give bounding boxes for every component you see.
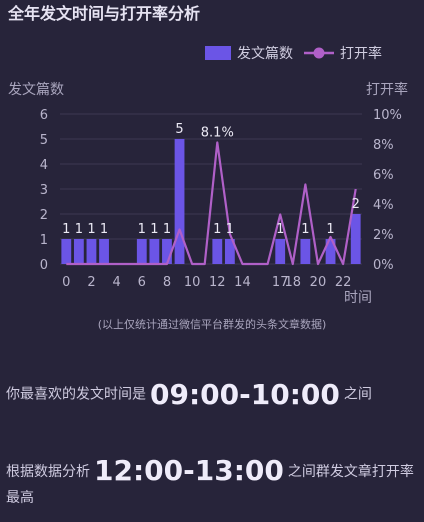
best-time-suffix: 之间群发文章打开率最高	[6, 464, 414, 506]
y-left-tick-label: 0	[40, 258, 48, 273]
y-right-tick-label: 8%	[373, 138, 394, 153]
x-tick-label: 10	[184, 275, 201, 290]
data-label: 1	[276, 222, 284, 237]
data-label: 1	[138, 222, 146, 237]
page-title: 全年发文时间与打开率分析	[8, 4, 201, 23]
x-tick-label: 17	[272, 275, 289, 290]
bar	[174, 139, 185, 264]
favorite-time-value: 09:00-10:00	[150, 378, 340, 411]
bar	[99, 239, 109, 264]
y-left-tick-label: 6	[40, 108, 48, 123]
y-left-tick-label: 2	[40, 208, 48, 223]
bar	[300, 239, 311, 264]
best-time-prefix: 根据数据分析	[6, 464, 90, 480]
x-tick-label: 22	[335, 275, 352, 290]
data-label: 1	[163, 222, 171, 237]
x-tick-label: 6	[138, 275, 146, 290]
y-left-title: 发文篇数	[8, 82, 64, 98]
x-tick-label: 12	[209, 275, 226, 290]
favorite-time-prefix: 你最喜欢的发文时间是	[6, 386, 146, 403]
x-tick-label: 20	[310, 275, 327, 290]
data-label: 2	[352, 197, 360, 212]
y-right-tick-label: 0%	[373, 258, 394, 273]
legend-bar-label: 发文篇数	[237, 46, 293, 62]
legend-line-marker	[313, 47, 325, 59]
x-tick-label: 14	[234, 275, 251, 290]
x-tick-label: 18	[285, 275, 302, 290]
y-left-tick-label: 5	[40, 133, 48, 148]
bar	[73, 239, 84, 264]
x-tick-label: 8	[163, 275, 171, 290]
data-label: 1	[213, 222, 221, 237]
data-label: 5	[175, 122, 183, 137]
bar	[136, 239, 147, 264]
chart: 发文篇数 打开率 发文篇数 打开率 时间 1 1 1 1 1 1 15 8.1%1 1 1 1 12 …	[8, 45, 408, 306]
data-label: 1	[301, 222, 309, 237]
y-right-tick-label: 6%	[373, 168, 394, 183]
y-right-title: 打开率	[366, 81, 408, 98]
bar	[212, 239, 223, 264]
bar	[275, 239, 286, 264]
x-axis-title: 时间	[344, 290, 372, 306]
data-label: 1	[226, 222, 234, 237]
legend-bar-swatch	[205, 46, 231, 60]
bar	[224, 239, 235, 264]
open-rate-line	[66, 141, 357, 266]
data-label: 1	[326, 222, 334, 237]
bar	[325, 239, 336, 264]
data-label: 1	[100, 222, 108, 237]
favorite-time-sentence: 你最喜欢的发文时间是 09:00-10:00 之间	[6, 378, 372, 411]
best-time-sentence: 根据数据分析 12:00-13:00 之间群发文章打开率最高	[6, 457, 420, 511]
legend[interactable]: 发文篇数 打开率	[205, 45, 382, 62]
y-left-tick-label: 1	[40, 233, 48, 248]
bar	[86, 239, 97, 264]
y-left-tick-label: 4	[40, 158, 48, 173]
data-label: 1	[62, 222, 70, 237]
bar	[149, 239, 160, 264]
legend-line-label: 打开率	[340, 45, 382, 62]
best-time-value: 12:00-13:00	[94, 454, 284, 487]
x-tick-label: 0	[62, 275, 70, 290]
bar	[61, 239, 72, 264]
favorite-time-suffix: 之间	[343, 386, 372, 403]
y-right-tick-label: 2%	[373, 228, 394, 243]
x-tick-label: 2	[87, 275, 95, 290]
data-label: 1	[75, 222, 83, 237]
data-label: 1	[150, 222, 158, 237]
y-left-tick-label: 3	[40, 183, 48, 198]
x-tick-label: 4	[112, 275, 120, 290]
chart-footnote: (以上仅统计通过微信平台群发的头条文章数据)	[97, 318, 327, 331]
y-right-tick-label: 10%	[373, 108, 402, 123]
data-label: 8.1%	[201, 126, 234, 141]
y-right-tick-label: 4%	[373, 198, 394, 213]
bar	[350, 214, 361, 264]
bar	[162, 239, 172, 264]
data-label: 1	[87, 222, 95, 237]
